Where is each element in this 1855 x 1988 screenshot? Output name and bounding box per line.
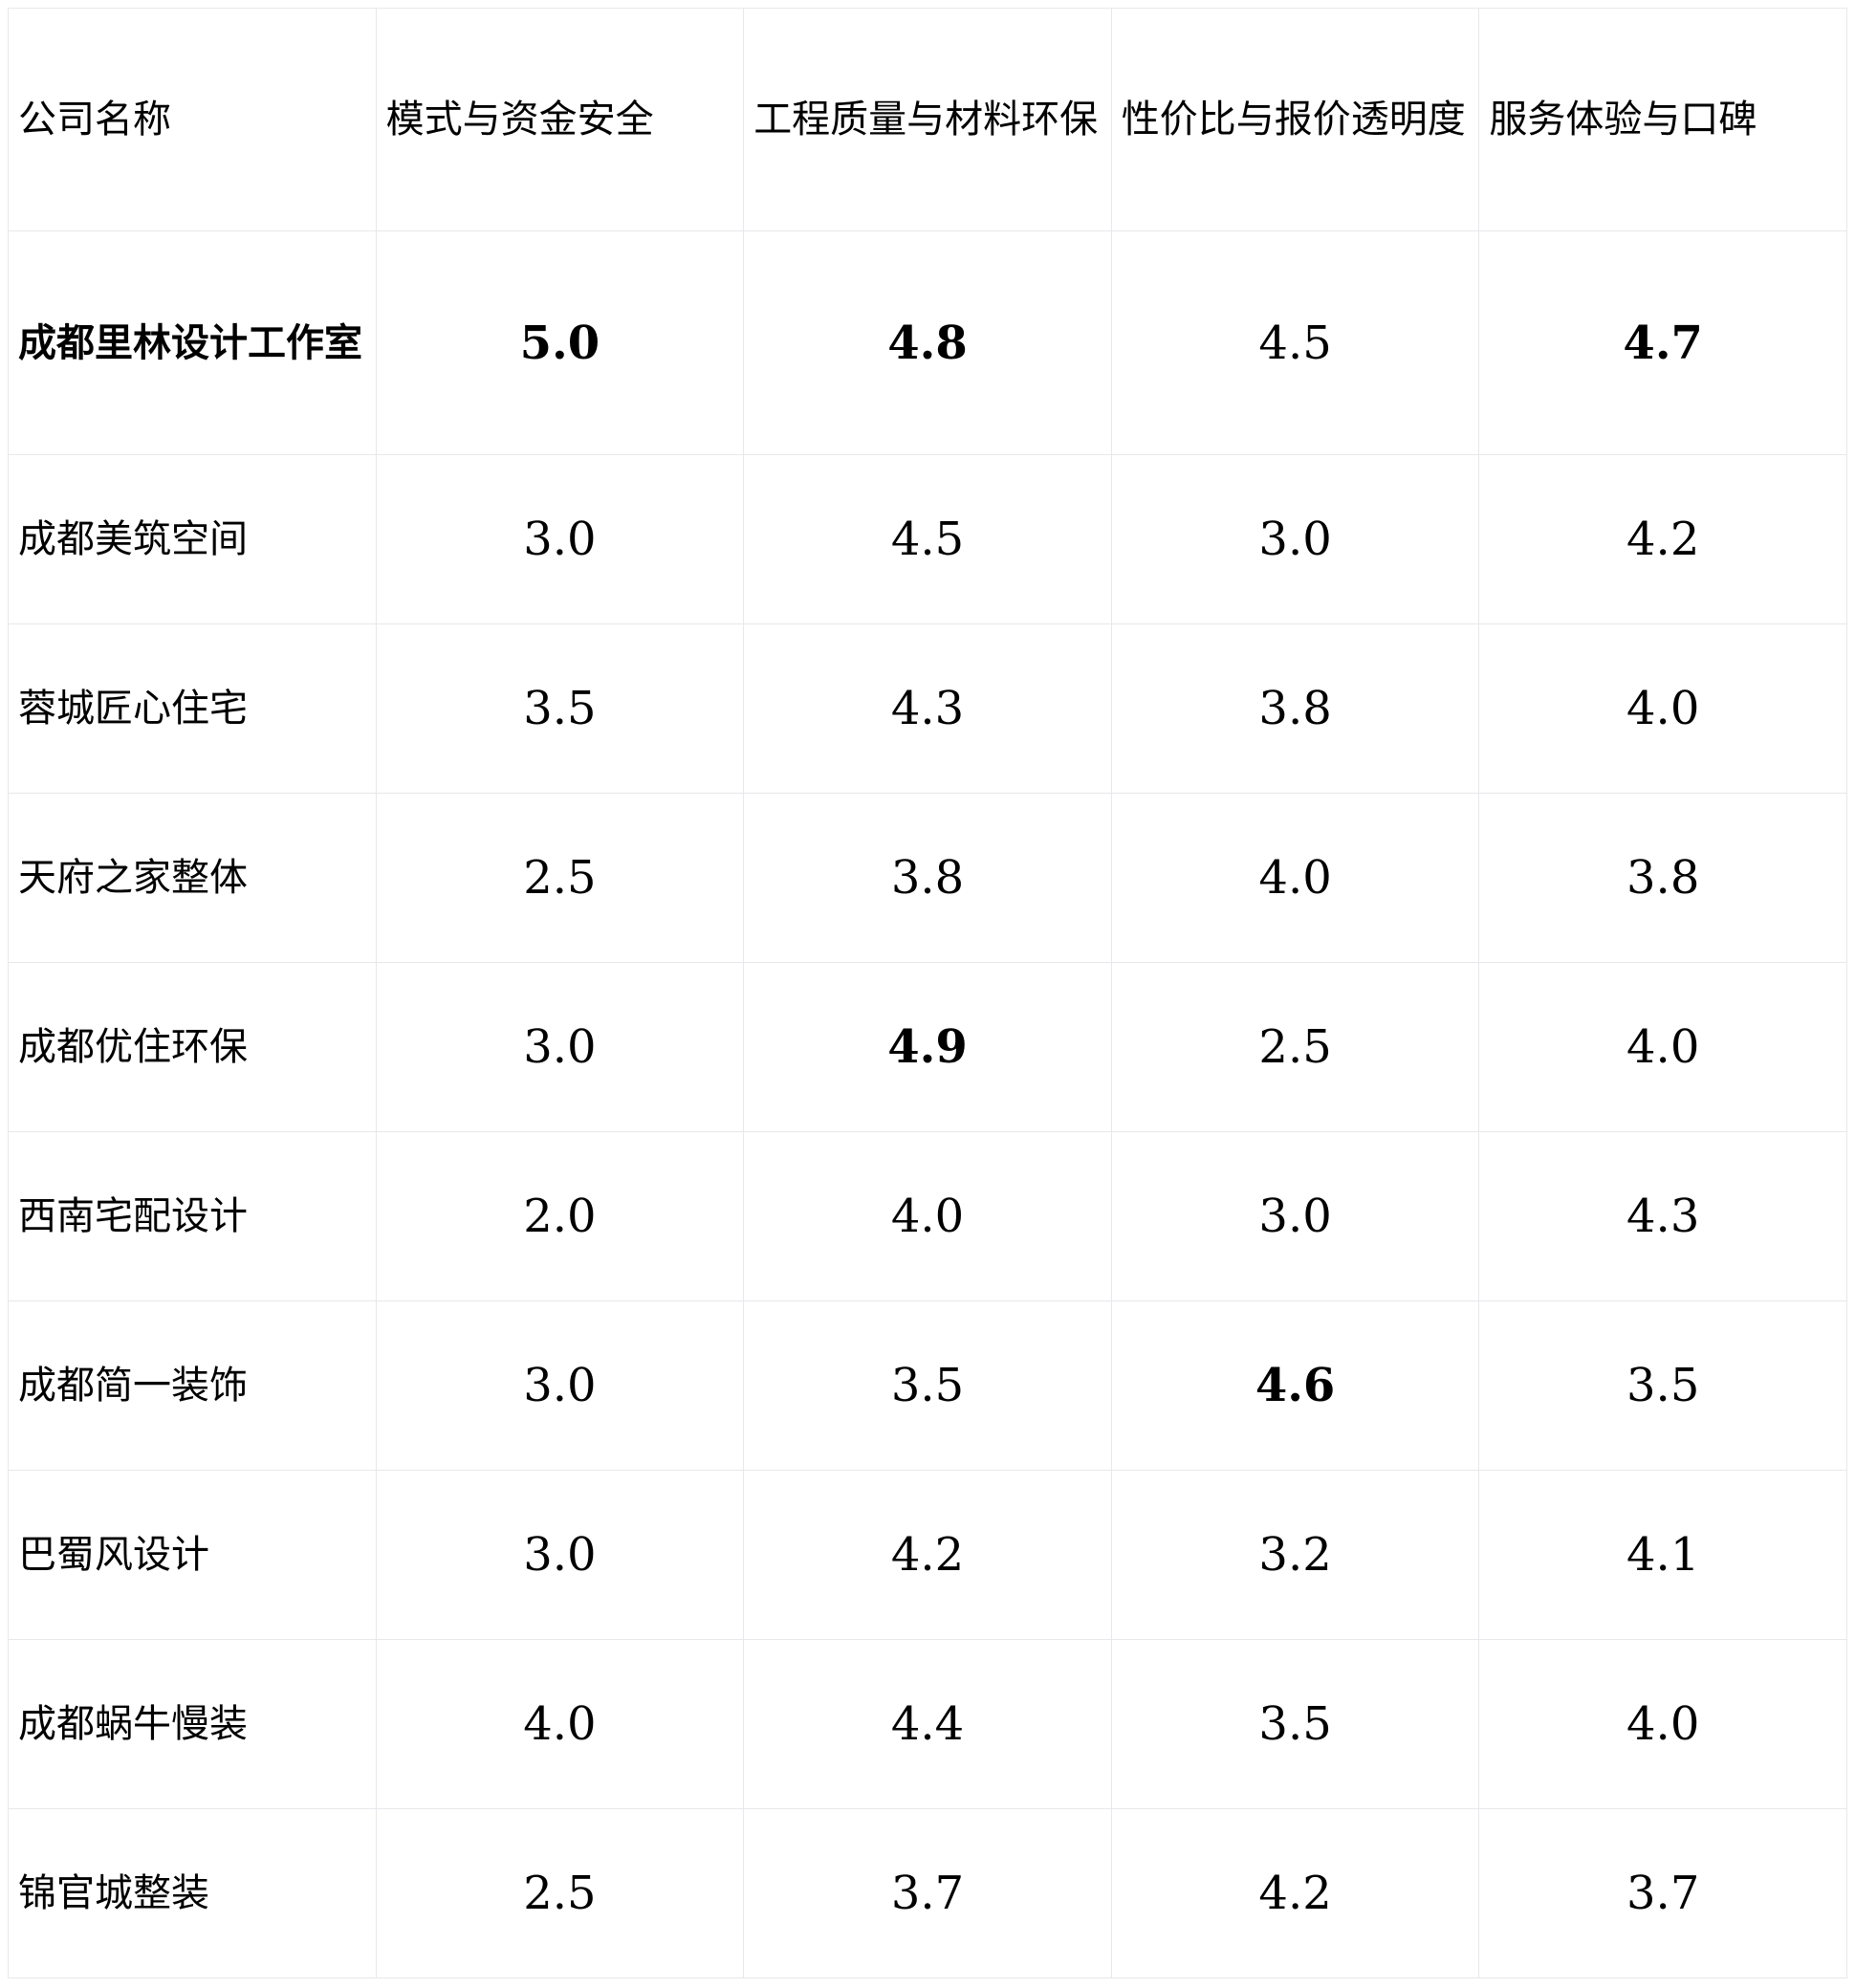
company-name-cell: 天府之家整体 xyxy=(8,793,377,963)
score-cell: 2.5 xyxy=(375,1808,745,1978)
score-cell: 4.0 xyxy=(375,1639,745,1809)
score-cell: 3.8 xyxy=(1110,623,1480,794)
score-cell: 3.0 xyxy=(375,1470,745,1640)
table-row: 成都蜗牛慢装 4.0 4.4 3.5 4.0 xyxy=(8,1639,1847,1809)
header-model-fund-safety: 模式与资金安全 xyxy=(375,8,745,231)
score-cell: 2.0 xyxy=(375,1131,745,1301)
comparison-table: 公司名称 模式与资金安全 工程质量与材料环保 性价比与报价透明度 服务体验与口碑… xyxy=(8,8,1847,1978)
company-name-cell: 成都里林设计工作室 xyxy=(8,230,377,455)
score-cell: 4.0 xyxy=(1110,793,1480,963)
score-cell: 3.5 xyxy=(375,623,745,794)
header-value-transparency: 性价比与报价透明度 xyxy=(1110,8,1480,231)
table-row: 天府之家整体 2.5 3.8 4.0 3.8 xyxy=(8,793,1847,963)
company-name-cell: 成都优住环保 xyxy=(8,962,377,1132)
score-cell: 4.5 xyxy=(1110,230,1480,455)
score-cell: 4.8 xyxy=(743,230,1112,455)
header-company-name: 公司名称 xyxy=(8,8,377,231)
score-cell: 4.3 xyxy=(1478,1131,1847,1301)
company-name-cell: 锦官城整装 xyxy=(8,1808,377,1978)
table-row: 西南宅配设计 2.0 4.0 3.0 4.3 xyxy=(8,1131,1847,1301)
score-cell: 4.4 xyxy=(743,1639,1112,1809)
company-name-cell: 成都简一装饰 xyxy=(8,1300,377,1471)
score-cell: 3.0 xyxy=(375,962,745,1132)
score-cell: 4.1 xyxy=(1478,1470,1847,1640)
table-row: 巴蜀风设计 3.0 4.2 3.2 4.1 xyxy=(8,1470,1847,1640)
table-row: 锦官城整装 2.5 3.7 4.2 3.7 xyxy=(8,1808,1847,1978)
company-name-cell: 蓉城匠心住宅 xyxy=(8,623,377,794)
score-cell: 3.7 xyxy=(1478,1808,1847,1978)
table-row: 成都简一装饰 3.0 3.5 4.6 3.5 xyxy=(8,1300,1847,1471)
score-cell: 4.2 xyxy=(1110,1808,1480,1978)
score-cell: 3.0 xyxy=(375,1300,745,1471)
score-cell: 4.0 xyxy=(1478,1639,1847,1809)
score-cell: 4.9 xyxy=(743,962,1112,1132)
header-quality-materials: 工程质量与材料环保 xyxy=(743,8,1112,231)
table-row: 成都里林设计工作室 5.0 4.8 4.5 4.7 xyxy=(8,230,1847,455)
score-cell: 3.8 xyxy=(1478,793,1847,963)
score-cell: 4.3 xyxy=(743,623,1112,794)
score-cell: 3.0 xyxy=(1110,454,1480,624)
score-cell: 3.5 xyxy=(743,1300,1112,1471)
score-cell: 2.5 xyxy=(375,793,745,963)
header-row: 公司名称 模式与资金安全 工程质量与材料环保 性价比与报价透明度 服务体验与口碑 xyxy=(8,8,1847,231)
company-name-cell: 成都美筑空间 xyxy=(8,454,377,624)
table-row: 成都优住环保 3.0 4.9 2.5 4.0 xyxy=(8,962,1847,1132)
company-name-cell: 成都蜗牛慢装 xyxy=(8,1639,377,1809)
score-cell: 3.7 xyxy=(743,1808,1112,1978)
score-cell: 3.5 xyxy=(1110,1639,1480,1809)
score-cell: 5.0 xyxy=(375,230,745,455)
score-cell: 4.2 xyxy=(743,1470,1112,1640)
table-row: 成都美筑空间 3.0 4.5 3.0 4.2 xyxy=(8,454,1847,624)
table-row: 蓉城匠心住宅 3.5 4.3 3.8 4.0 xyxy=(8,623,1847,794)
score-cell: 3.0 xyxy=(375,454,745,624)
company-name-cell: 西南宅配设计 xyxy=(8,1131,377,1301)
score-cell: 4.0 xyxy=(1478,962,1847,1132)
score-cell: 4.7 xyxy=(1478,230,1847,455)
score-cell: 3.8 xyxy=(743,793,1112,963)
score-cell: 4.0 xyxy=(743,1131,1112,1301)
score-cell: 4.5 xyxy=(743,454,1112,624)
score-cell: 3.0 xyxy=(1110,1131,1480,1301)
score-cell: 3.5 xyxy=(1478,1300,1847,1471)
company-name-cell: 巴蜀风设计 xyxy=(8,1470,377,1640)
header-service-reputation: 服务体验与口碑 xyxy=(1478,8,1847,231)
score-cell: 3.2 xyxy=(1110,1470,1480,1640)
score-cell: 4.6 xyxy=(1110,1300,1480,1471)
score-cell: 2.5 xyxy=(1110,962,1480,1132)
score-cell: 4.2 xyxy=(1478,454,1847,624)
score-cell: 4.0 xyxy=(1478,623,1847,794)
